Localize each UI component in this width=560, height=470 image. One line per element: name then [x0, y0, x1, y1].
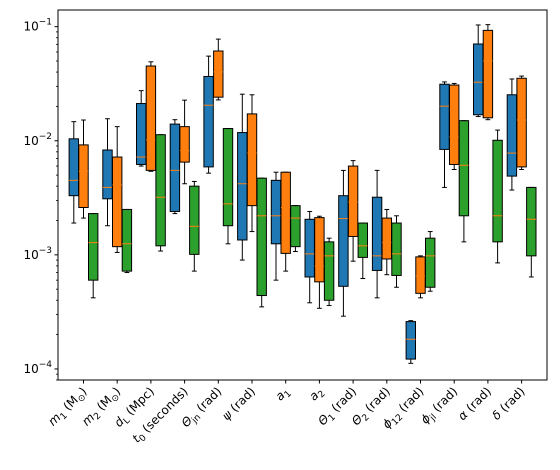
- box-group: [78, 119, 89, 219]
- box: [347, 165, 359, 237]
- box: [121, 208, 133, 272]
- y-tick-label: 10−3: [23, 246, 52, 262]
- plot-area: [68, 24, 537, 364]
- box-group: [290, 205, 301, 253]
- box: [439, 83, 450, 150]
- box: [203, 75, 214, 168]
- box: [102, 149, 113, 200]
- box: [169, 123, 181, 212]
- box-group: [425, 231, 436, 292]
- box-group: [415, 255, 426, 299]
- box: [222, 128, 234, 227]
- box: [112, 156, 123, 248]
- box: [246, 113, 258, 207]
- y-axis-ticks: 10−1 10−2 10−3 10−4: [23, 18, 58, 381]
- box-group: [347, 160, 359, 262]
- box-group: [155, 134, 166, 252]
- box-group: [516, 75, 527, 170]
- box: [136, 103, 147, 165]
- box: [338, 195, 349, 287]
- box-group: [256, 177, 267, 308]
- box: [179, 126, 190, 163]
- box-group: [323, 237, 335, 306]
- box: [357, 222, 369, 258]
- box: [516, 77, 527, 168]
- box: [88, 213, 99, 281]
- box: [145, 65, 157, 171]
- box: [473, 43, 484, 116]
- box-group: [338, 169, 349, 317]
- box-group: [506, 78, 518, 191]
- box-group: [391, 215, 402, 288]
- box-group: [492, 129, 503, 264]
- plot-frame: [57, 9, 548, 381]
- box: [189, 185, 200, 255]
- box: [526, 186, 537, 257]
- box-group: [526, 186, 537, 278]
- box: [155, 134, 166, 247]
- box: [415, 256, 426, 294]
- box: [506, 94, 518, 177]
- box: [314, 217, 325, 283]
- box-group: [449, 82, 460, 170]
- box-group: [179, 99, 190, 185]
- box: [449, 84, 460, 165]
- box-group: [203, 55, 214, 174]
- box-group: [458, 120, 470, 243]
- box: [78, 144, 89, 209]
- box-group: [482, 24, 494, 121]
- y-tick-label: 10−4: [23, 360, 52, 376]
- box-group: [357, 222, 369, 280]
- box-group: [213, 38, 224, 101]
- box: [425, 237, 436, 288]
- box: [405, 321, 417, 360]
- box: [492, 139, 503, 243]
- box: [213, 50, 224, 98]
- box: [68, 138, 79, 197]
- box: [270, 179, 282, 245]
- box: [391, 222, 402, 276]
- box: [237, 132, 248, 241]
- box: [482, 29, 494, 119]
- box-group: [121, 208, 133, 274]
- box: [323, 241, 335, 301]
- box: [371, 196, 383, 271]
- box-group: [145, 61, 157, 172]
- box-group: [222, 128, 234, 245]
- box-group: [112, 126, 123, 253]
- box: [280, 171, 291, 254]
- box-group: [169, 119, 181, 215]
- box-group: [189, 180, 200, 272]
- box-group: [405, 320, 417, 364]
- box: [290, 205, 301, 248]
- box: [304, 218, 315, 278]
- box: [381, 217, 393, 260]
- y-tick-label: 10−1: [23, 18, 52, 34]
- box: [256, 177, 267, 297]
- box-group: [88, 213, 99, 299]
- box-group: [246, 94, 258, 233]
- y-tick-label: 10−2: [23, 132, 52, 148]
- box: [458, 120, 470, 217]
